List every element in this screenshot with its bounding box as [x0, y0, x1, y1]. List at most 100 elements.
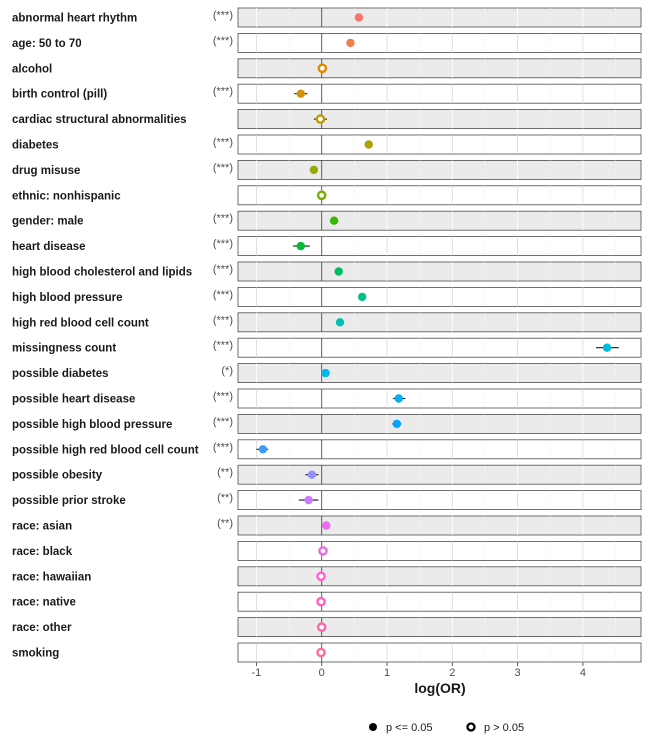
legend-marker-filled	[369, 723, 377, 731]
row-panel	[237, 33, 642, 53]
significance-label: (***)	[213, 264, 233, 276]
row-panel	[237, 185, 642, 206]
row-label: race: other	[12, 622, 72, 634]
x-tick-label: 3	[515, 667, 521, 679]
row-panels	[237, 7, 642, 663]
estimate-point-hollow	[316, 190, 327, 201]
estimate-point	[307, 470, 317, 479]
estimate-point	[392, 419, 401, 429]
x-tick-label: 2	[449, 667, 455, 679]
significance-label: (***)	[213, 10, 233, 22]
significance-label: (***)	[213, 340, 233, 352]
significance-label: (**)	[217, 492, 233, 504]
significance-label: (***)	[213, 416, 233, 428]
x-axis: -1 0 1 2 3 4	[252, 662, 586, 679]
row-label: missingness count	[12, 343, 116, 355]
significance-label: (*)	[221, 365, 233, 377]
significance-label: (***)	[213, 289, 233, 301]
estimate-point	[364, 140, 373, 149]
row-label: heart disease	[12, 241, 86, 253]
row-label: possible diabetes	[12, 368, 109, 380]
row-label: drug misuse	[12, 165, 80, 177]
significance-label: (***)	[213, 162, 233, 174]
significance-label: (***)	[213, 441, 233, 453]
row-panel	[237, 363, 642, 384]
row-panel	[237, 566, 642, 587]
row-label: birth control (pill)	[12, 89, 107, 101]
row-label: high blood cholesterol and lipids	[12, 267, 192, 279]
row-label: high red blood cell count	[12, 317, 149, 329]
estimate-point	[309, 165, 319, 175]
x-tick-label: 4	[580, 667, 586, 679]
row-panel	[237, 541, 642, 561]
row-label: gender: male	[12, 216, 84, 228]
estimate-point	[334, 267, 343, 276]
estimate-point	[354, 13, 364, 22]
row-panel	[237, 83, 642, 104]
estimate-point	[296, 89, 306, 98]
legend-label: p <= 0.05	[386, 722, 433, 734]
row-label: race: black	[12, 546, 73, 558]
row-label: abnormal heart rhythm	[12, 13, 137, 25]
legend: p <= 0.05 p > 0.05	[369, 722, 524, 734]
row-label: cardiac structural abnormalities	[12, 114, 186, 126]
significance-label: (***)	[213, 391, 233, 403]
estimate-point-hollow	[316, 571, 326, 582]
estimate-point-hollow	[316, 647, 326, 658]
x-tick-label: 1	[384, 667, 390, 679]
estimate-point-hollow	[316, 622, 327, 632]
estimate-point-hollow	[316, 596, 326, 607]
row-panel	[237, 286, 642, 307]
row-panel	[237, 210, 642, 231]
significance-label: (***)	[213, 137, 233, 149]
row-label: ethnic: nonhispanic	[12, 190, 121, 202]
row-label: high blood pressure	[12, 292, 123, 304]
estimate-point	[335, 318, 345, 327]
row-label: possible high blood pressure	[12, 419, 172, 431]
row-panel	[237, 58, 642, 79]
row-panel	[237, 642, 642, 663]
estimate-marks	[256, 13, 619, 658]
significance-labels: (***) (***) (***) (***) (***) (***) (***) (***)…	[213, 10, 233, 530]
estimate-point	[602, 343, 612, 352]
estimate-point	[258, 445, 268, 454]
row-panel	[237, 109, 642, 129]
row-label: smoking	[12, 648, 59, 660]
estimate-point	[296, 241, 306, 251]
row-panel	[237, 413, 642, 434]
row-panel	[237, 439, 642, 460]
x-tick-label: -1	[252, 667, 262, 679]
significance-label: (***)	[213, 213, 233, 225]
estimate-point	[329, 216, 339, 225]
row-panel	[237, 7, 642, 28]
legend-marker-hollow	[466, 722, 476, 732]
row-labels: abnormal heart rhythm age: 50 to 70 alcoho…	[12, 13, 199, 660]
estimate-point	[346, 38, 355, 48]
row-label: possible prior stroke	[12, 495, 126, 507]
row-label: possible heart disease	[12, 394, 135, 406]
significance-label: (***)	[213, 314, 233, 326]
row-panel	[237, 261, 642, 282]
estimate-point	[357, 292, 367, 302]
row-label: alcohol	[12, 63, 52, 75]
row-panel	[237, 236, 642, 257]
estimate-point	[321, 368, 330, 378]
row-panel	[237, 337, 642, 358]
row-label: diabetes	[12, 140, 59, 152]
row-panel	[237, 134, 642, 155]
x-tick-label: 0	[319, 667, 325, 679]
significance-label: (***)	[213, 238, 233, 250]
significance-label: (**)	[217, 467, 233, 479]
significance-label: (***)	[213, 86, 233, 98]
x-axis-title: log(OR)	[414, 680, 465, 696]
estimate-point-hollow	[317, 63, 328, 74]
row-panel	[237, 388, 642, 409]
row-label: age: 50 to 70	[12, 38, 82, 50]
legend-label: p > 0.05	[484, 722, 524, 734]
row-label: race: asian	[12, 521, 72, 533]
row-label: race: hawaiian	[12, 571, 91, 583]
significance-label: (***)	[213, 35, 233, 47]
row-label: possible obesity	[12, 470, 103, 482]
row-panel	[237, 159, 642, 180]
